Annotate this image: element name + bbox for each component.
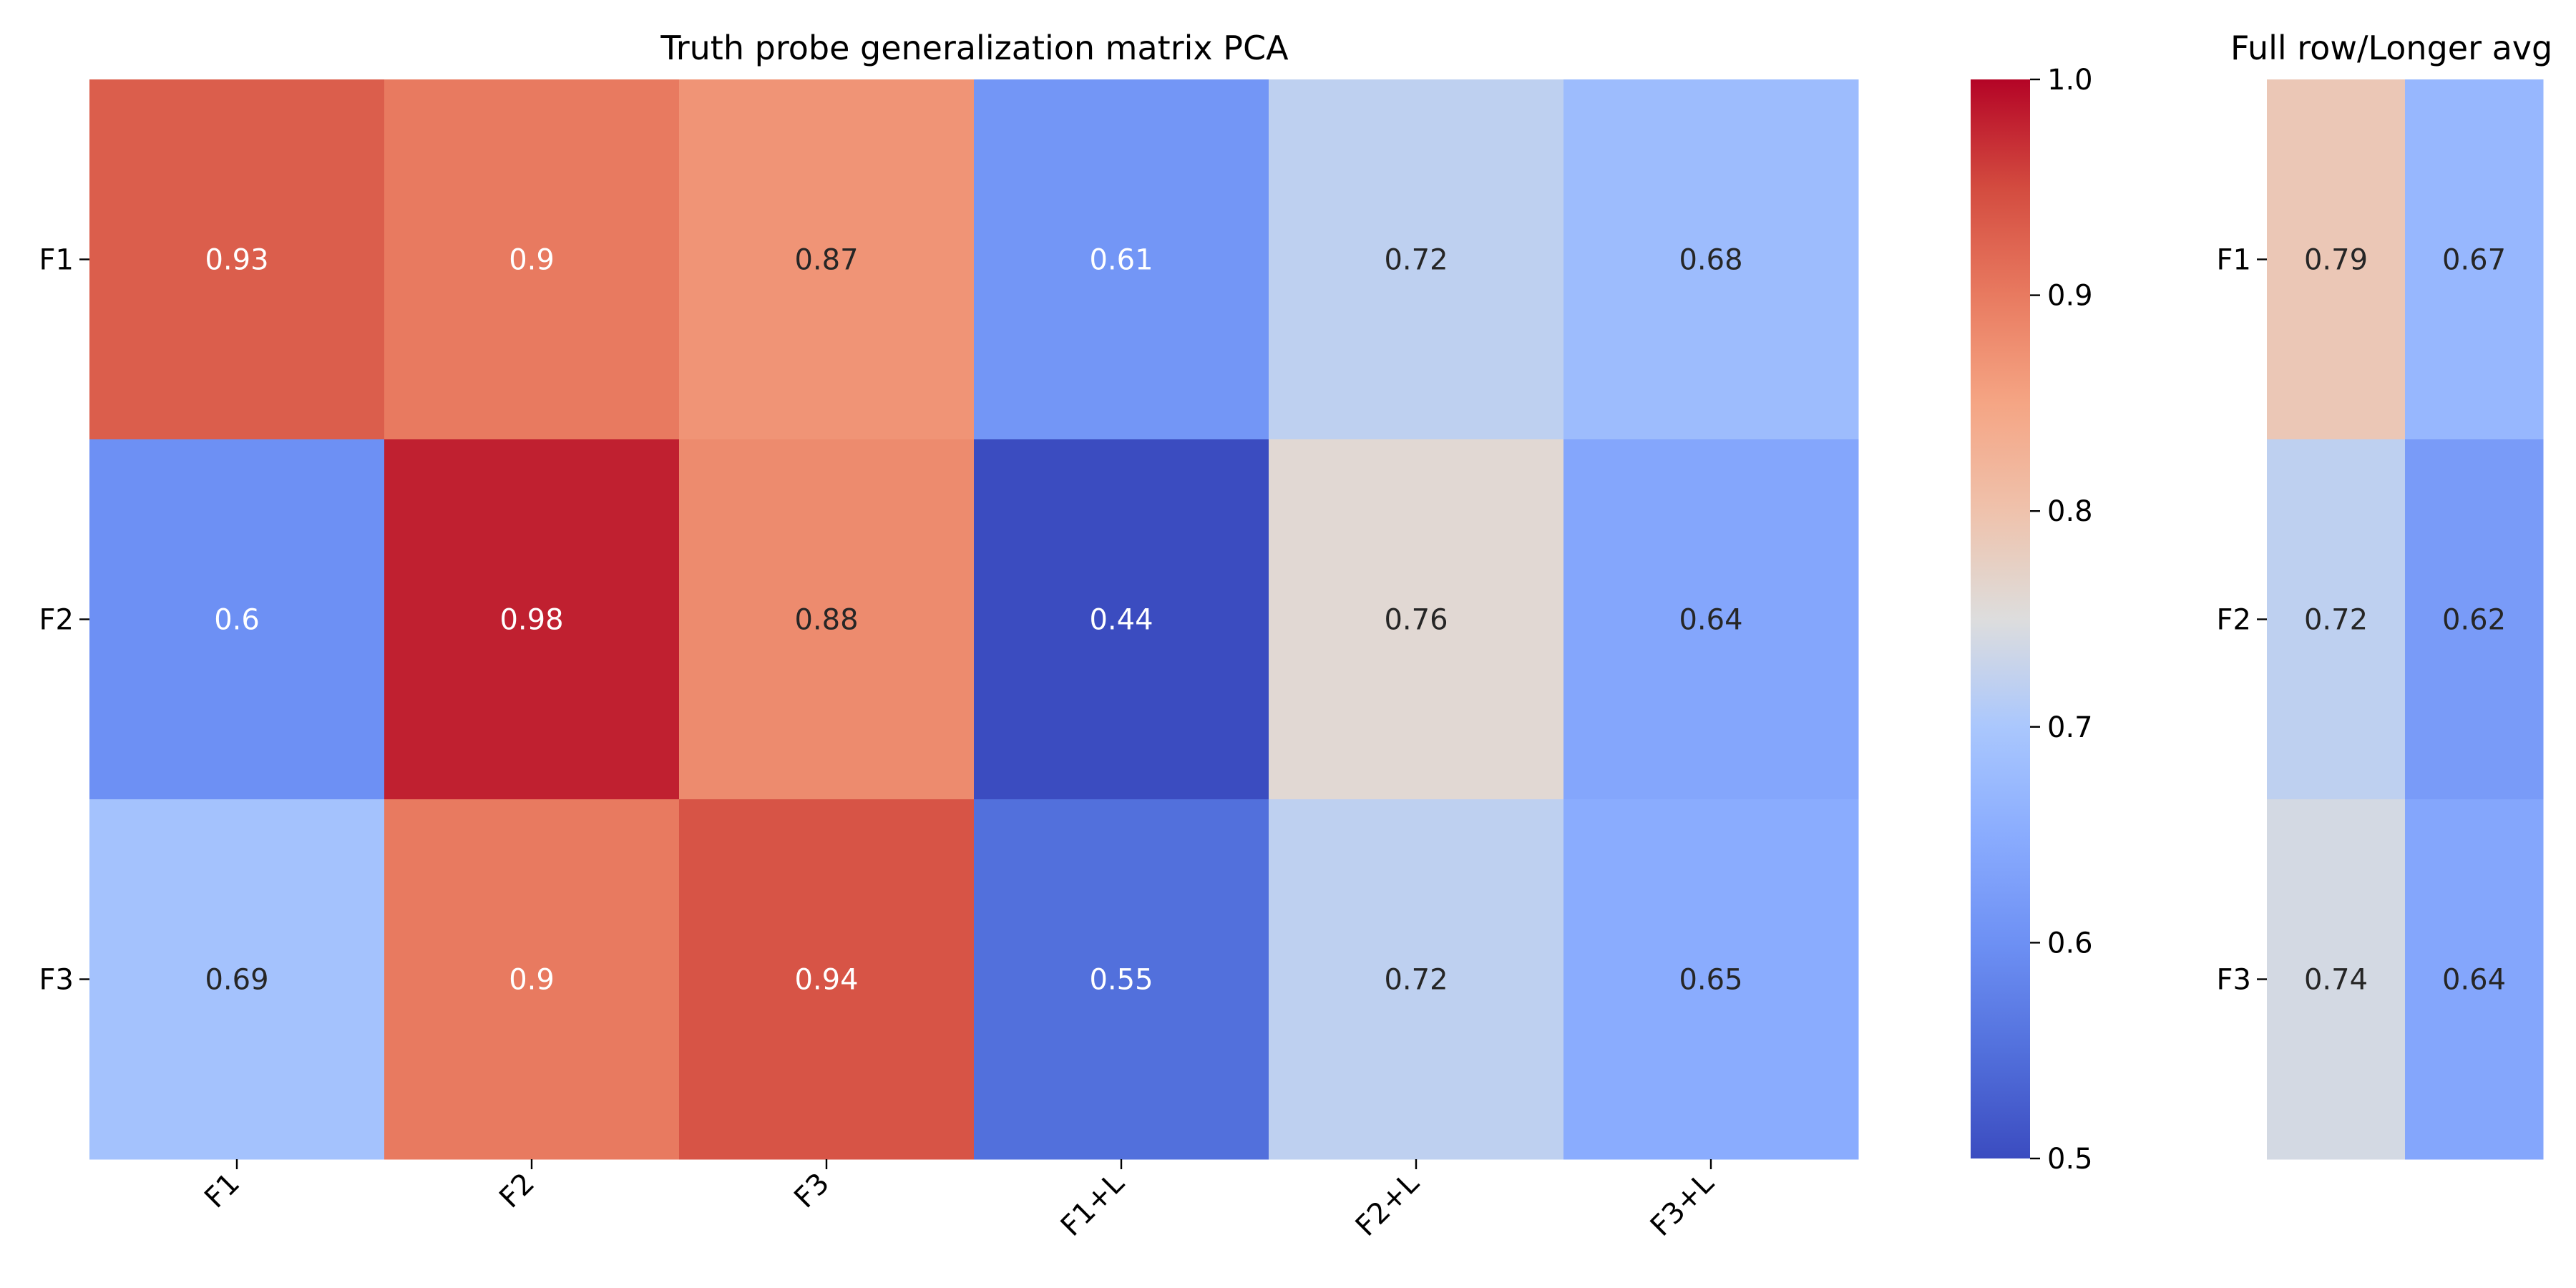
side-heatmap-cell-label: 0.67 xyxy=(2442,244,2506,277)
side-heatmap-cell-label: 0.74 xyxy=(2304,964,2368,997)
main-heatmap-row-label: F1 xyxy=(39,244,74,277)
side-heatmap-row-label: F3 xyxy=(2217,964,2251,997)
main-heatmap-cell-label: 0.9 xyxy=(509,244,555,277)
main-heatmap-cell xyxy=(974,799,1269,1160)
side-heatmap-cell xyxy=(2405,79,2544,440)
main-heatmap-cell-label: 0.88 xyxy=(794,604,858,637)
main-heatmap-cell xyxy=(384,439,680,800)
colorbar-tick-label: 0.6 xyxy=(2047,927,2093,960)
side-heatmap-cell-label: 0.64 xyxy=(2442,964,2506,997)
side-heatmap-row-label: F1 xyxy=(2217,244,2251,277)
main-heatmap-cell-label: 0.87 xyxy=(794,244,858,277)
main-heatmap-cell xyxy=(1269,79,1564,440)
colorbar: 0.5 0.6 0.7 0.8 0.9 1.0 xyxy=(1971,64,2093,1176)
main-heatmap-cell-label: 0.68 xyxy=(1679,244,1742,277)
side-heatmap-cells: 0.79 0.67 0.72 0.62 0.74 0.64 xyxy=(2267,79,2544,1160)
colorbar-tick-label: 1.0 xyxy=(2047,64,2093,97)
side-heatmap-cell-label: 0.79 xyxy=(2304,244,2368,277)
main-heatmap-row-label: F2 xyxy=(39,604,74,637)
main-heatmap-col-label: F1 xyxy=(198,1167,246,1215)
main-heatmap-cell xyxy=(384,79,680,440)
main-heatmap-cell-label: 0.72 xyxy=(1384,964,1448,997)
main-heatmap-cell xyxy=(1563,439,1859,800)
main-heatmap-cell-label: 0.9 xyxy=(509,964,555,997)
side-heatmap-cell-label: 0.72 xyxy=(2304,604,2368,637)
main-heatmap-cell-label: 0.61 xyxy=(1089,244,1153,277)
main-heatmap-cell xyxy=(679,439,975,800)
main-heatmap-cell-label: 0.64 xyxy=(1679,604,1742,637)
main-heatmap-row-labels: F1 F2 F3 xyxy=(39,244,89,997)
main-heatmap-cell xyxy=(1269,799,1564,1160)
main-heatmap-col-label: F3+L xyxy=(1644,1166,1721,1243)
main-heatmap-col-label: F3 xyxy=(788,1167,836,1215)
main-heatmap: Truth probe generalization matrix PCA 0.… xyxy=(39,29,1859,1243)
main-heatmap-title: Truth probe generalization matrix PCA xyxy=(660,29,1289,67)
main-heatmap-cell-label: 0.72 xyxy=(1384,244,1448,277)
main-heatmap-cell xyxy=(1269,439,1564,800)
main-heatmap-cell-label: 0.93 xyxy=(205,244,268,277)
main-heatmap-cell xyxy=(1563,799,1859,1160)
main-heatmap-cell xyxy=(974,439,1269,800)
side-heatmap-cell-label: 0.62 xyxy=(2442,604,2506,637)
main-heatmap-cell xyxy=(89,799,385,1160)
side-heatmap-cell xyxy=(2267,799,2406,1160)
main-heatmap-row-label: F3 xyxy=(39,964,74,997)
side-heatmap-row-labels: F1 F2 F3 xyxy=(2217,244,2267,997)
side-heatmap-row-label: F2 xyxy=(2217,604,2251,637)
main-heatmap-col-label: F1+L xyxy=(1055,1166,1131,1243)
main-heatmap-cell xyxy=(679,79,975,440)
side-heatmap-cell xyxy=(2405,439,2544,800)
main-heatmap-cell xyxy=(384,799,680,1160)
colorbar-tick-label: 0.5 xyxy=(2047,1143,2093,1176)
main-heatmap-cell xyxy=(89,79,385,440)
main-heatmap-cell-label: 0.69 xyxy=(205,964,268,997)
side-heatmap-title: Full row/Longer avg xyxy=(2230,29,2552,67)
main-heatmap-cell xyxy=(974,79,1269,440)
colorbar-gradient xyxy=(1971,79,2030,1158)
main-heatmap-cell-label: 0.6 xyxy=(214,604,260,637)
side-heatmap-cell xyxy=(2267,79,2406,440)
colorbar-tick-label: 0.7 xyxy=(2047,711,2093,744)
main-heatmap-cell-label: 0.44 xyxy=(1089,604,1153,637)
side-heatmap-cell xyxy=(2405,799,2544,1160)
side-heatmap: Full row/Longer avg 0.79 0.67 0.72 0.62 0.74… xyxy=(2217,29,2552,1160)
colorbar-ticks: 0.5 0.6 0.7 0.8 0.9 1.0 xyxy=(2030,64,2093,1176)
main-heatmap-cell-label: 0.98 xyxy=(499,604,563,637)
main-heatmap-col-label: F2 xyxy=(493,1167,541,1215)
colorbar-tick-label: 0.8 xyxy=(2047,495,2093,528)
colorbar-tick-label: 0.9 xyxy=(2047,280,2093,313)
side-heatmap-cell xyxy=(2267,439,2406,800)
main-heatmap-cell-label: 0.55 xyxy=(1089,964,1153,997)
main-heatmap-cells: 0.93 0.9 0.87 0.61 0.72 0.68 0.6 0.98 0.88 0.44 0.… xyxy=(89,79,1859,1160)
main-heatmap-cell xyxy=(1563,79,1859,440)
main-heatmap-col-labels: F1 F2 F3 F1+L F2+L F3+L xyxy=(198,1159,1721,1243)
main-heatmap-cell-label: 0.76 xyxy=(1384,604,1448,637)
main-heatmap-cell xyxy=(89,439,385,800)
main-heatmap-cell-label: 0.94 xyxy=(794,964,858,997)
main-heatmap-col-label: F2+L xyxy=(1350,1166,1426,1243)
main-heatmap-cell xyxy=(679,799,975,1160)
main-heatmap-cell-label: 0.65 xyxy=(1679,964,1742,997)
